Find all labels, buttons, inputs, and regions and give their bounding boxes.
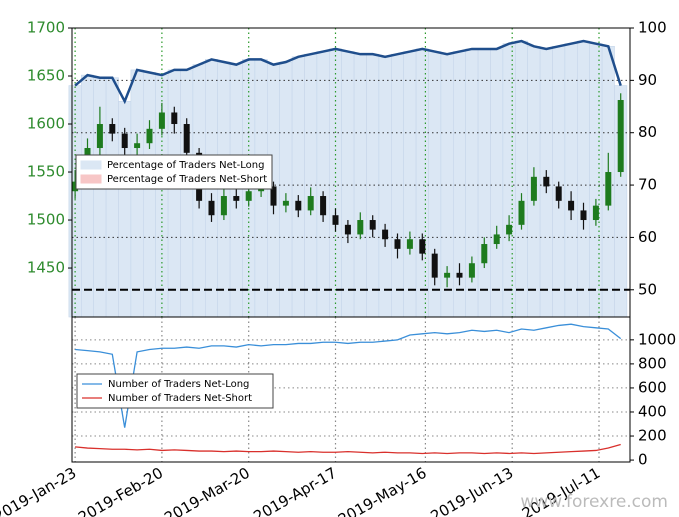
- net-long-fill: [143, 72, 157, 318]
- y-tick-label: 400: [638, 402, 667, 420]
- net-long-fill: [291, 56, 305, 318]
- y2-tick-label: 80: [638, 123, 657, 141]
- net-long-fill: [502, 43, 516, 318]
- candle-body: [592, 205, 599, 221]
- net-long-fill: [403, 51, 417, 318]
- y-tick-label: 1600: [27, 115, 65, 133]
- candle-body: [543, 176, 550, 187]
- legend-label: Percentage of Traders Net-Long: [107, 160, 265, 171]
- candle-body: [183, 124, 190, 153]
- candle-body: [394, 239, 401, 249]
- net-long-fill: [180, 69, 194, 318]
- candle-body: [568, 200, 575, 211]
- y2-tick-label: 60: [638, 228, 657, 246]
- candle-body: [171, 112, 178, 125]
- candle-body: [617, 100, 624, 173]
- candle-body: [220, 196, 227, 216]
- candle-body: [406, 239, 413, 249]
- candle-body: [270, 186, 277, 206]
- candle-body: [121, 133, 128, 149]
- net-long-fill: [68, 85, 82, 318]
- net-long-fill: [589, 43, 603, 318]
- y-tick-label: 1700: [27, 19, 65, 37]
- candle-body: [357, 220, 364, 235]
- candle-body: [481, 244, 488, 264]
- net-long-fill: [390, 53, 404, 318]
- legend-box: [76, 373, 274, 409]
- y-tick-label: 1550: [27, 163, 65, 181]
- candle-body: [208, 200, 215, 216]
- candle-body: [382, 229, 389, 240]
- legend-swatch: [80, 160, 102, 170]
- legend-label: Number of Traders Net-Long: [108, 379, 249, 390]
- candle-body: [295, 200, 302, 211]
- candle-body: [134, 143, 141, 149]
- candle-body: [332, 215, 339, 225]
- y-tick-label: 600: [638, 378, 667, 396]
- net-long-fill: [341, 51, 355, 318]
- candle-body: [344, 224, 351, 235]
- candle-body: [72, 181, 79, 192]
- series-line: [75, 323, 622, 428]
- net-long-fill: [576, 40, 590, 318]
- legend-swatch: [80, 174, 102, 184]
- net-long-fill: [130, 69, 144, 318]
- candle-body: [468, 263, 475, 278]
- candle-body: [506, 224, 513, 235]
- net-long-fill: [316, 51, 330, 318]
- legend-label: Percentage of Traders Net-Short: [107, 174, 267, 185]
- net-long-fill: [304, 53, 318, 318]
- candle-body: [307, 196, 314, 211]
- y2-tick-label: 70: [638, 176, 657, 194]
- candle-body: [158, 112, 165, 129]
- net-long-fill: [105, 77, 119, 318]
- series-line: [74, 39, 622, 105]
- net-long-fill: [415, 48, 429, 318]
- net-long-fill: [564, 43, 578, 318]
- y-tick-label: 0: [638, 451, 648, 469]
- legend-label: Number of Traders Net-Short: [108, 393, 252, 404]
- y-tick-label: 1650: [27, 67, 65, 85]
- candle-body: [530, 176, 537, 201]
- watermark: www.forexre.com: [520, 492, 668, 512]
- candle-body: [282, 200, 289, 206]
- y-tick-label: 1450: [27, 259, 65, 277]
- plot-frame: [71, 316, 631, 463]
- candle-body: [456, 272, 463, 278]
- legend-box: [75, 154, 273, 190]
- y2-tick-label: 90: [638, 71, 657, 89]
- y2-tick-label: 50: [638, 280, 657, 298]
- candle-body: [146, 128, 153, 144]
- candle-body: [444, 272, 451, 278]
- candle-body: [419, 239, 426, 254]
- net-long-fill: [490, 48, 504, 318]
- candle-body: [518, 200, 525, 225]
- y-tick-label: 200: [638, 427, 667, 445]
- candle-body: [580, 210, 587, 221]
- series-line: [75, 443, 621, 455]
- net-long-fill: [279, 61, 293, 318]
- net-long-fill: [366, 53, 380, 318]
- candle-body: [431, 253, 438, 278]
- y-tick-label: 800: [638, 354, 667, 372]
- candle-body: [369, 220, 376, 230]
- y-tick-label: 1000: [638, 330, 676, 348]
- candle-body: [555, 186, 562, 201]
- net-long-fill: [477, 48, 491, 318]
- y-tick-label: 1500: [27, 211, 65, 229]
- candle-body: [109, 124, 116, 134]
- candle-body: [605, 172, 612, 206]
- candle-body: [320, 196, 327, 216]
- y2-tick-label: 100: [638, 19, 667, 37]
- net-long-fill: [378, 56, 392, 318]
- net-long-fill: [514, 40, 528, 318]
- candle-body: [245, 191, 252, 201]
- net-long-fill: [353, 53, 367, 318]
- candle-body: [493, 234, 500, 245]
- candle-body: [96, 124, 103, 149]
- net-long-fill: [81, 74, 95, 318]
- candle-body: [233, 196, 240, 201]
